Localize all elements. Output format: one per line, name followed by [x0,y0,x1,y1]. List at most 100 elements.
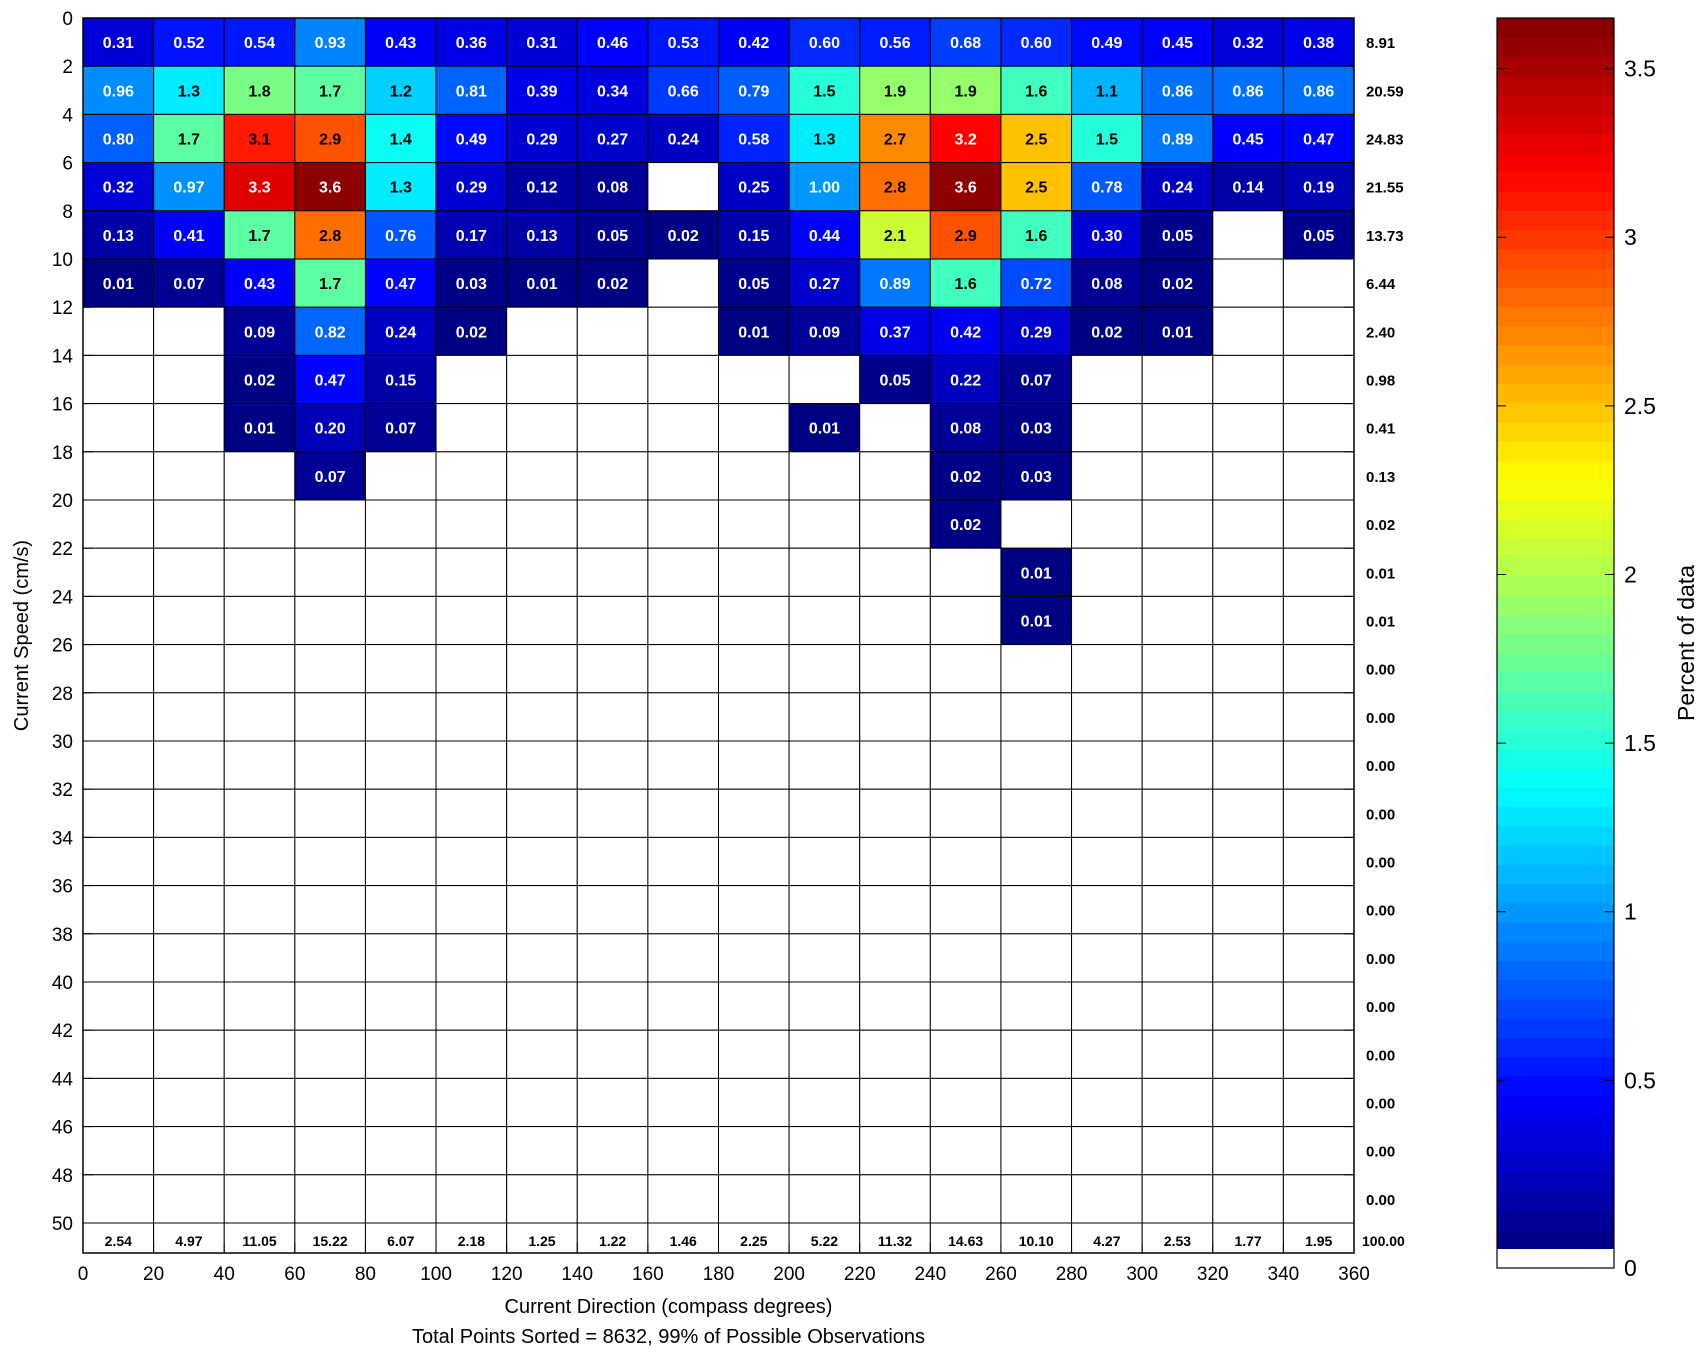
y-tick-label: 16 [52,395,73,416]
y-axis-label: Current Speed (cm/s) [11,540,33,731]
heatmap-cell [436,596,507,644]
heatmap-cell [1072,789,1143,837]
colorbar-segment [1497,37,1614,57]
heatmap-cell [1001,741,1072,789]
cell-value-label: 0.02 [244,373,275,390]
heatmap-cell [1283,886,1354,934]
x-tick-label: 100 [420,1264,452,1285]
colorbar-segment [1497,56,1614,76]
heatmap-cell [1072,596,1143,644]
column-total-label: 1.77 [1234,1233,1261,1249]
cell-value-label: 0.31 [526,35,557,52]
heatmap-cell [860,1175,931,1223]
heatmap-cell [789,548,860,596]
cell-value-label: 0.01 [244,421,275,438]
heatmap-cell [436,645,507,693]
heatmap-cell [1001,693,1072,741]
column-total-label: 14.63 [948,1233,983,1249]
heatmap-cell [789,1127,860,1175]
heatmap-cell [436,693,507,741]
heatmap-cell [507,355,578,403]
heatmap-cell [83,741,154,789]
heatmap-cell [365,886,436,934]
colorbar-segment [1497,768,1614,788]
cell-value-label: 0.89 [1162,132,1193,149]
heatmap-cell [1001,934,1072,982]
heatmap-cell [648,452,719,500]
cell-value-label: 0.49 [1091,35,1122,52]
grand-total-label: 100.00 [1362,1233,1405,1249]
cell-value-label: 0.29 [526,132,557,149]
cell-value-label: 0.07 [385,421,416,438]
cell-value-label: 0.07 [1021,373,1052,390]
heatmap-cell [83,307,154,355]
y-tick-label: 24 [52,587,74,608]
row-total-label: 20.59 [1366,83,1404,100]
heatmap-cell [224,1127,295,1175]
heatmap-cell [224,548,295,596]
cell-value-label: 0.60 [1021,35,1052,52]
cell-value-label: 0.39 [526,83,557,100]
y-tick-label: 8 [62,202,73,223]
y-tick-label: 14 [52,346,74,367]
heatmap-cell [1213,934,1284,982]
heatmap-cell [224,789,295,837]
heatmap-cell [860,934,931,982]
heatmap-cell [224,741,295,789]
heatmap-cell [507,307,578,355]
heatmap-cell [860,1030,931,1078]
heatmap-cell [154,645,225,693]
heatmap-cell [860,789,931,837]
colorbar-segment [1497,114,1614,134]
heatmap-cell [1213,404,1284,452]
cell-value-label: 0.80 [103,132,134,149]
heatmap-cell [507,789,578,837]
heatmap-cell [719,452,790,500]
heatmap-cell [1142,789,1213,837]
heatmap-cell [719,934,790,982]
cell-value-label: 0.22 [950,373,981,390]
heatmap-cell [507,693,578,741]
heatmap-cell [1142,982,1213,1030]
cell-value-label: 2.7 [884,132,906,149]
heatmap-cell [507,404,578,452]
column-total-label: 10.10 [1019,1233,1054,1249]
colorbar-segment [1497,537,1614,557]
heatmap-cell [1072,500,1143,548]
colorbar-segment [1497,230,1614,250]
heatmap-cell [1142,1078,1213,1126]
row-total-label: 0.41 [1366,421,1395,438]
cell-value-label: 0.66 [668,83,699,100]
footnote: Total Points Sorted = 8632, 99% of Possi… [412,1326,925,1348]
heatmap-cell [1283,1030,1354,1078]
heatmap-cell [1283,789,1354,837]
y-tick-label: 40 [52,973,73,994]
row-total-label: 0.00 [1366,662,1395,679]
heatmap-cell [719,837,790,885]
x-tick-label: 140 [561,1264,593,1285]
heatmap-cell [860,645,931,693]
heatmap-cell [1213,307,1284,355]
column-total-label: 2.53 [1164,1233,1191,1249]
heatmap-cell [83,789,154,837]
cell-value-label: 1.7 [319,83,341,100]
heatmap-cell [507,645,578,693]
y-tick-label: 48 [52,1166,73,1187]
heatmap-cell [789,1030,860,1078]
cell-value-label: 0.47 [1303,132,1334,149]
column-total-label: 1.25 [528,1233,555,1249]
heatmap-cell [860,1127,931,1175]
heatmap-cell [154,886,225,934]
column-total-label: 2.18 [458,1233,485,1249]
x-tick-label: 260 [985,1264,1017,1285]
heatmap-cell [83,548,154,596]
heatmap-cell [860,404,931,452]
heatmap-cell [930,886,1001,934]
cell-value-label: 1.2 [390,83,412,100]
heatmap-cell [365,837,436,885]
cell-value-label: 0.41 [173,228,204,245]
y-tick-label: 46 [52,1118,73,1139]
heatmap-cell [860,886,931,934]
row-total-label: 0.00 [1366,951,1395,968]
heatmap-cell [719,1175,790,1223]
